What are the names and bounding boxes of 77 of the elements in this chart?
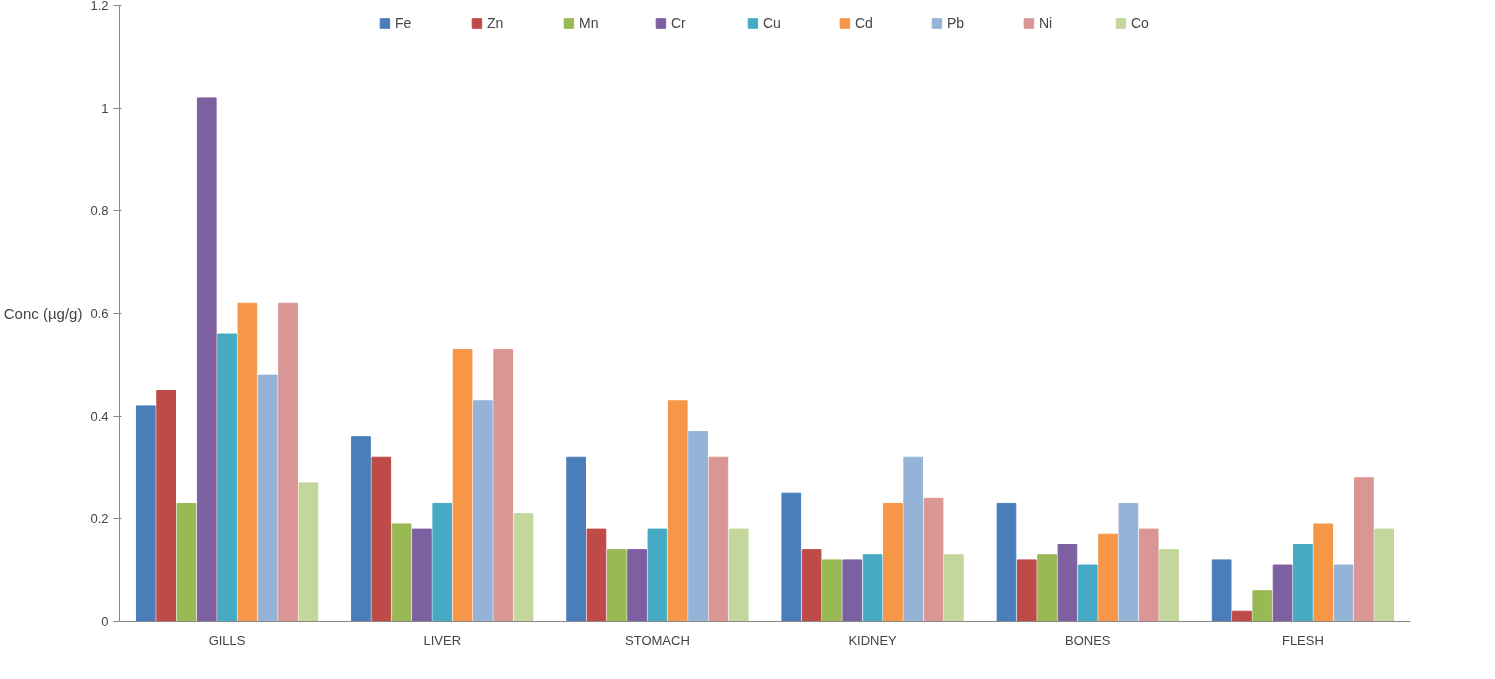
y-tick-label: 1.2: [90, 0, 109, 13]
bar: [391, 523, 412, 622]
bar: [667, 400, 688, 622]
bar: [1159, 549, 1179, 622]
bar: [513, 513, 534, 622]
bar: [1313, 523, 1334, 622]
bar: [996, 502, 1017, 622]
y-tick-label: 0.8: [90, 203, 109, 219]
bar: [1077, 564, 1098, 622]
bar: [1333, 564, 1354, 622]
bar: [217, 333, 237, 622]
bar: [1374, 528, 1395, 622]
bar: [298, 482, 319, 622]
bar: [586, 528, 607, 622]
bar: [257, 374, 278, 622]
y-tick-label: 0.6: [90, 306, 109, 321]
bar: [1138, 528, 1159, 622]
legend-label: Cd: [855, 15, 874, 31]
bar: [196, 97, 217, 622]
bar: [493, 348, 514, 622]
bar: [1211, 559, 1232, 622]
x-tick-label: BONES: [1064, 632, 1111, 648]
bar: [923, 497, 944, 622]
bar: [473, 400, 493, 622]
bar: [606, 549, 627, 622]
bar: [1354, 477, 1374, 622]
bar: [156, 390, 176, 622]
bar: [1098, 533, 1118, 622]
bar: [647, 528, 668, 622]
bar: [412, 528, 432, 622]
x-tick-label: LIVER: [423, 632, 462, 648]
bar: [452, 348, 473, 622]
legend-label: Mn: [579, 15, 599, 31]
x-tick-label: FLESH: [1281, 632, 1324, 648]
bar: [237, 302, 258, 622]
bar: [371, 456, 392, 622]
bar: [566, 456, 586, 622]
legend-label: Cu: [763, 15, 782, 31]
y-tick-label: 0: [101, 614, 109, 629]
bar: [278, 302, 298, 622]
bar: [176, 502, 197, 622]
bar: [862, 554, 883, 622]
y-tick-label: 0.4: [90, 408, 109, 424]
bar: [351, 436, 371, 622]
bar: [432, 502, 453, 622]
x-tick-label: GILLS: [208, 632, 246, 648]
bar: [1252, 590, 1273, 622]
bar: [781, 492, 802, 622]
bar: [1232, 610, 1252, 622]
bar: [1272, 564, 1293, 622]
legend-label: Pb: [947, 15, 966, 31]
bar: [1057, 544, 1078, 622]
bar: [822, 559, 842, 622]
y-axis-title: Conc (µg/g): [3, 305, 83, 322]
bar: [627, 549, 647, 622]
bar: [944, 554, 964, 622]
bar: [135, 405, 156, 622]
bar: [1037, 554, 1057, 622]
bar: [1118, 502, 1139, 622]
bar: [842, 559, 863, 622]
legend-label: Fe: [395, 15, 413, 31]
legend-label: Co: [1131, 15, 1150, 31]
bar: [1016, 559, 1037, 622]
bar: [688, 431, 708, 622]
x-tick-label: STOMACH: [625, 632, 690, 648]
y-tick-label: 1: [101, 100, 109, 116]
bar: [903, 456, 924, 622]
legend-label: Cr: [671, 15, 687, 31]
bar: [1293, 544, 1313, 622]
bar: [708, 456, 729, 622]
x-tick-label: KIDNEY: [848, 632, 898, 648]
y-tick-label: 0.2: [90, 511, 109, 527]
legend-label: Zn: [487, 15, 505, 31]
legend-label: Ni: [1039, 15, 1054, 31]
bar: [883, 502, 903, 622]
bar: [728, 528, 749, 622]
bar: [801, 549, 822, 622]
